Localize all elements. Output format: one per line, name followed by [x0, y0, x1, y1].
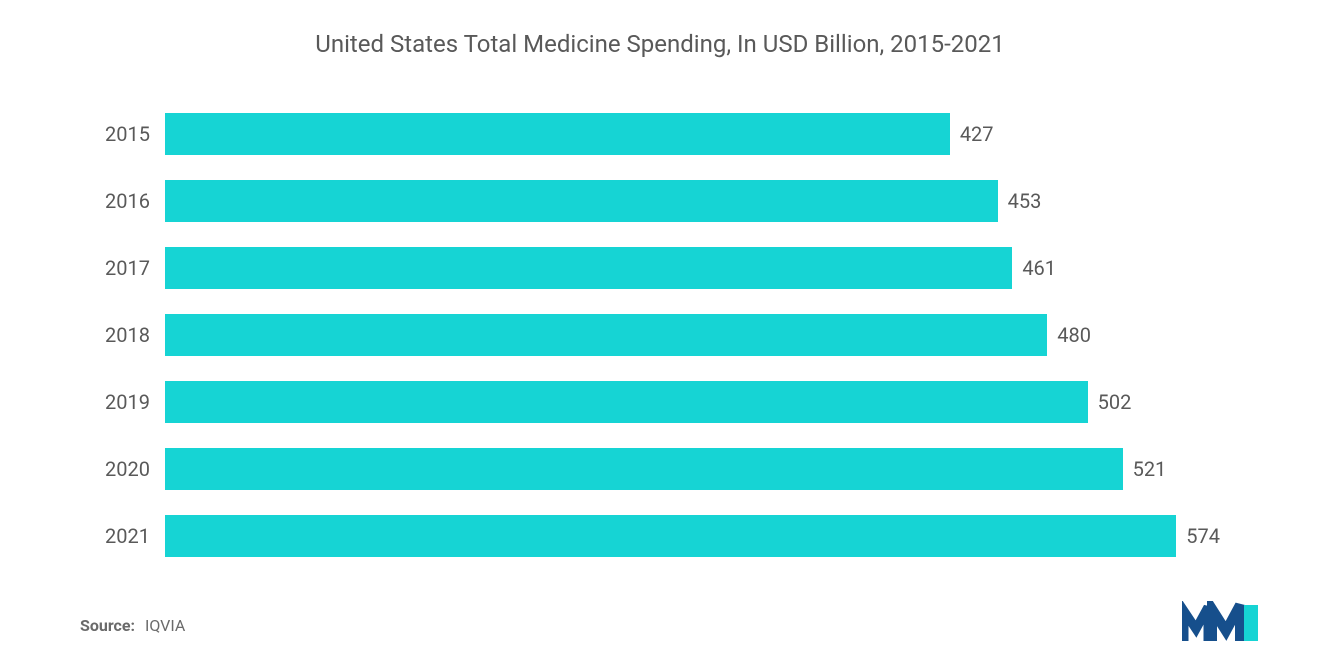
source-value: IQVIA [145, 616, 185, 635]
chart-title: United States Total Medicine Spending, I… [60, 30, 1260, 58]
category-label: 2017 [100, 256, 165, 280]
bar-track: 521 [165, 448, 1220, 490]
value-label: 574 [1176, 524, 1220, 548]
category-label: 2021 [100, 524, 165, 548]
source-label: Source: [80, 616, 135, 635]
bar [165, 381, 1088, 423]
bar-row: 2019 502 [100, 381, 1220, 423]
bar-track: 427 [165, 113, 1220, 155]
bar-row: 2015 427 [100, 113, 1220, 155]
bar [165, 448, 1123, 490]
category-label: 2020 [100, 457, 165, 481]
bar-row: 2021 574 [100, 515, 1220, 557]
bar [165, 180, 998, 222]
category-label: 2016 [100, 189, 165, 213]
value-label: 427 [950, 122, 994, 146]
value-label: 480 [1047, 323, 1091, 347]
value-label: 502 [1088, 390, 1132, 414]
bar [165, 314, 1047, 356]
bar [165, 113, 950, 155]
bar-track: 502 [165, 381, 1220, 423]
bar-track: 453 [165, 180, 1220, 222]
bar-track: 461 [165, 247, 1220, 289]
source-citation: Source: IQVIA [80, 616, 185, 635]
bar-row: 2018 480 [100, 314, 1220, 356]
bar-track: 480 [165, 314, 1220, 356]
brand-logo-icon [1182, 601, 1260, 643]
bar-row: 2016 453 [100, 180, 1220, 222]
bar-row: 2020 521 [100, 448, 1220, 490]
category-label: 2019 [100, 390, 165, 414]
value-label: 461 [1012, 256, 1056, 280]
bar [165, 247, 1012, 289]
category-label: 2018 [100, 323, 165, 347]
value-label: 521 [1123, 457, 1167, 481]
category-label: 2015 [100, 122, 165, 146]
value-label: 453 [998, 189, 1042, 213]
bar [165, 515, 1176, 557]
bar-track: 574 [165, 515, 1220, 557]
bar-row: 2017 461 [100, 247, 1220, 289]
chart-plot-area: 2015 427 2016 453 2017 461 2018 480 2019… [60, 113, 1260, 557]
